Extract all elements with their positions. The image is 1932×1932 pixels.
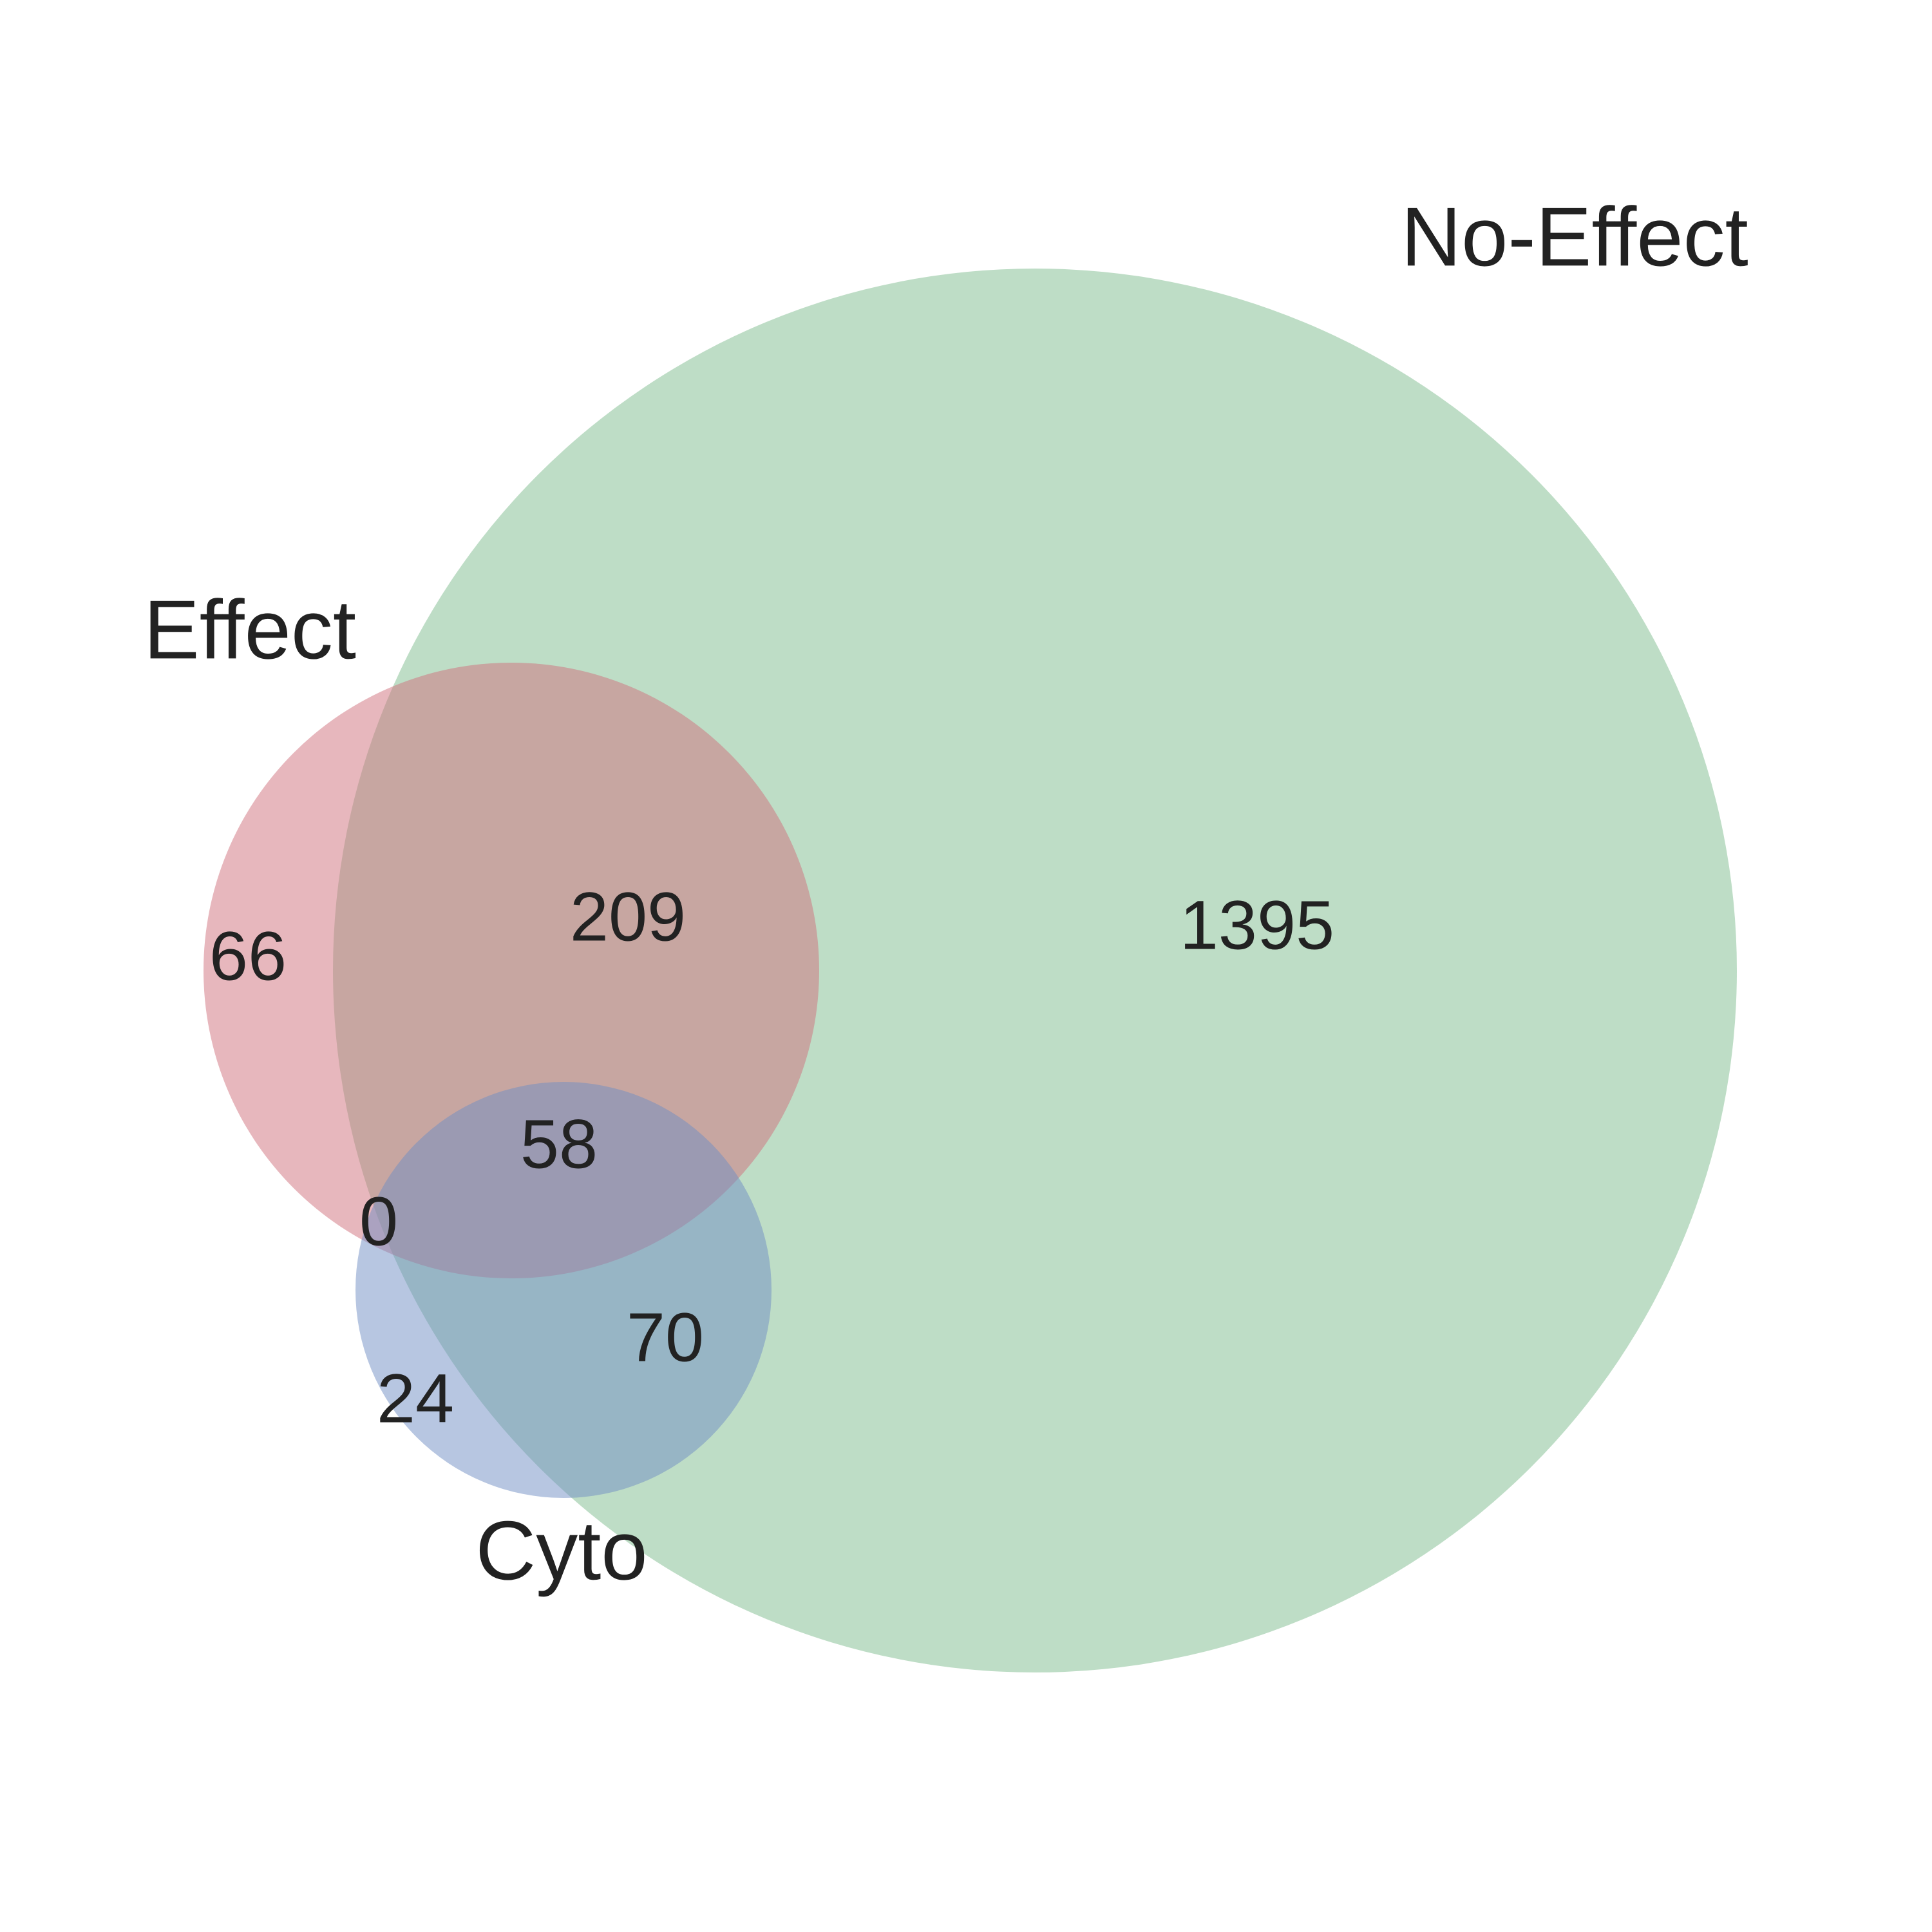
count-no-effect-cyto: 70 bbox=[627, 1298, 704, 1376]
set-label-no-effect: No-Effect bbox=[1401, 189, 1748, 283]
cyto-circle bbox=[355, 1082, 772, 1498]
set-labels: No-Effect Effect Cyto bbox=[144, 189, 1748, 1597]
set-circles bbox=[204, 269, 1737, 1672]
region-counts: 66 209 1395 58 0 70 24 bbox=[209, 878, 1334, 1437]
count-cyto-only: 24 bbox=[377, 1359, 454, 1437]
set-label-cyto: Cyto bbox=[475, 1503, 647, 1597]
count-effect-no-effect-cyto: 58 bbox=[520, 1105, 598, 1183]
count-effect-no-effect: 209 bbox=[570, 878, 686, 956]
count-no-effect-only: 1395 bbox=[1180, 886, 1334, 964]
count-effect-only: 66 bbox=[209, 917, 287, 995]
count-effect-cyto: 0 bbox=[359, 1182, 398, 1260]
set-label-effect: Effect bbox=[144, 582, 356, 676]
